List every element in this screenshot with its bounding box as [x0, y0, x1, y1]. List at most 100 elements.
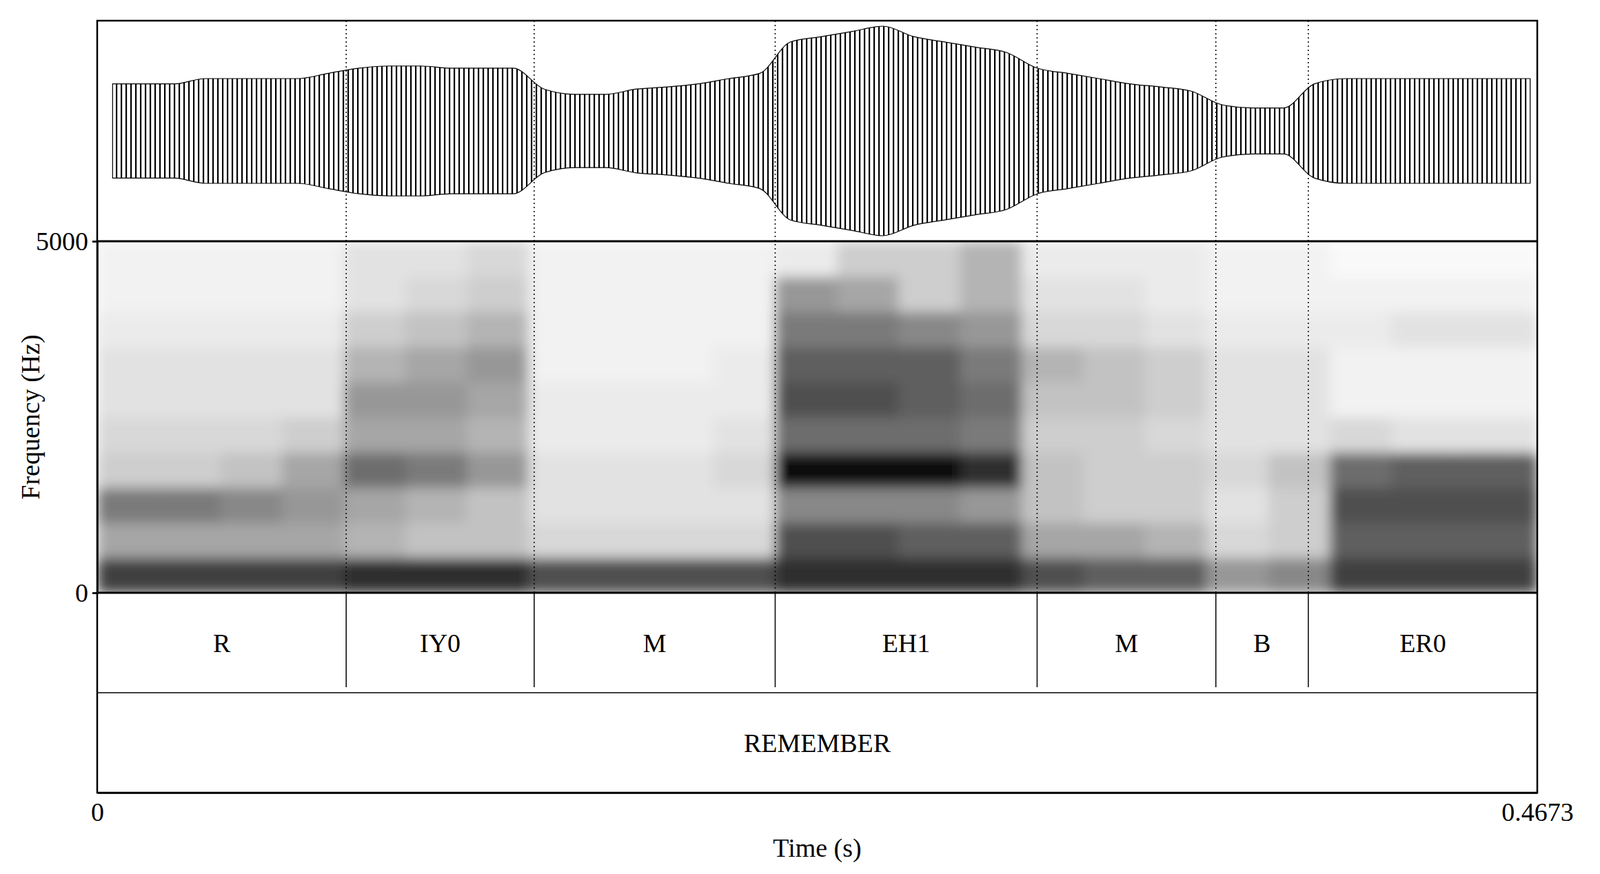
- spectrogram-cell: [1391, 241, 1454, 278]
- spectrogram-cell: [836, 346, 899, 383]
- spectrogram-cell: [713, 522, 776, 559]
- spectrogram-cell: [1391, 381, 1454, 418]
- spectrogram-cell: [1453, 276, 1516, 313]
- spectrogram-cell: [1329, 557, 1392, 593]
- y-tick-mark: [92, 592, 98, 595]
- spectrogram-cell: [774, 452, 837, 489]
- spectrogram-cell: [220, 346, 283, 383]
- boundary-dotted: [1307, 20, 1310, 593]
- spectrogram-cell: [1391, 522, 1454, 559]
- spectrogram-cell: [1268, 522, 1331, 559]
- spectrogram-cell: [960, 487, 1023, 524]
- spectrogram-cell: [1021, 452, 1084, 489]
- spectrogram-cell: [1206, 381, 1269, 418]
- spectrogram-cell: [898, 346, 961, 383]
- boundary-dotted: [774, 20, 777, 593]
- spectrogram-cell: [528, 241, 591, 278]
- spectrogram-cell: [158, 417, 221, 453]
- tier-boundary: [1307, 592, 1310, 688]
- spectrogram-cell: [158, 487, 221, 524]
- spectrogram-cell: [220, 311, 283, 348]
- spectrogram-cell: [405, 452, 468, 489]
- spectrogram-cell: [158, 346, 221, 383]
- spectrogram-cell: [281, 522, 344, 559]
- spectrogram-cell: [1391, 311, 1454, 348]
- spectrogram-cell: [1021, 487, 1084, 524]
- spectrogram-cell: [1453, 557, 1516, 593]
- spectrogram-cell: [960, 346, 1023, 383]
- spectrogram-cell: [343, 276, 407, 313]
- spectrogram-cell: [1329, 452, 1392, 489]
- spectrogram-cell: [220, 381, 283, 418]
- spectrogram-cell: [1206, 452, 1269, 489]
- spectrogram-cell: [590, 557, 653, 593]
- spectrogram-cell: [774, 487, 837, 524]
- spectrogram-cell: [1514, 311, 1538, 348]
- spectrogram-cell: [713, 417, 776, 453]
- spectrogram-cell: [281, 417, 344, 453]
- spectrogram-cell: [1145, 346, 1208, 383]
- spectrogram-cell: [1268, 487, 1331, 524]
- tier-interval: [346, 592, 535, 693]
- spectrogram-cell: [1268, 311, 1331, 348]
- tier-interval: [1216, 592, 1309, 693]
- spectrogram-cell: [405, 346, 468, 383]
- spectrogram-cell: [836, 241, 899, 278]
- spectrogram-cell: [1329, 346, 1392, 383]
- spectrogram-cell: [158, 522, 221, 559]
- tier-boundary: [345, 592, 347, 688]
- spectrogram-cell: [466, 557, 529, 593]
- spectrogram-cell: [281, 276, 344, 313]
- spectrogram-cell: [652, 311, 715, 348]
- spectrogram-cell: [1021, 241, 1084, 278]
- spectrogram-cell: [898, 452, 961, 489]
- spectrogram-cell: [590, 487, 653, 524]
- frame-divider: [97, 592, 1538, 595]
- spectrogram-cell: [528, 381, 591, 418]
- spectrogram-cell: [898, 276, 961, 313]
- spectrogram-cell: [1206, 522, 1269, 559]
- spectrogram-cell: [220, 241, 283, 278]
- boundary-dotted: [345, 20, 347, 593]
- y-tick-label: 5000: [35, 226, 89, 256]
- spectrogram-cell: [1329, 276, 1392, 313]
- spectrogram-cell: [281, 487, 344, 524]
- spectrogram-cell: [1206, 241, 1269, 278]
- spectrogram-cell: [836, 276, 899, 313]
- spectrogram-cell: [774, 557, 837, 593]
- x-tick-label: 0: [90, 797, 105, 827]
- spectrogram-cell: [1021, 522, 1084, 559]
- spectrogram-cell: [1083, 522, 1146, 559]
- spectrogram-cell: [97, 417, 160, 453]
- spectrogram-cell: [1145, 487, 1208, 524]
- x-axis-title: Time (s): [772, 833, 862, 864]
- spectrogram-cell: [1453, 417, 1516, 453]
- spectrogram-cell: [220, 522, 283, 559]
- spectrogram-cell: [528, 311, 591, 348]
- spectrogram-cell: [713, 557, 776, 593]
- spectrogram-cell: [1083, 557, 1146, 593]
- waveform-envelope: [112, 26, 1530, 236]
- spectrogram-cell: [281, 311, 344, 348]
- tier-label: M: [643, 628, 667, 658]
- spectrogram-cell: [652, 381, 715, 418]
- tier-interval: [97, 592, 347, 693]
- spectrogram-cell: [836, 311, 899, 348]
- spectrogram-cell: [652, 241, 715, 278]
- spectrogram-cell: [774, 346, 837, 383]
- spectrogram-cell: [1514, 346, 1538, 383]
- spectrogram-cell: [281, 557, 344, 593]
- tier-interval: [97, 692, 1538, 793]
- spectrogram-cell: [1083, 417, 1146, 453]
- spectrogram-cell: [343, 557, 407, 593]
- spectrogram-cell: [343, 417, 407, 453]
- spectrogram-cell: [97, 557, 160, 593]
- spectrogram-cell: [97, 487, 160, 524]
- y-axis: 05000: [35, 226, 98, 608]
- spectrogram-cell: [713, 487, 776, 524]
- spectrogram-cell: [652, 557, 715, 593]
- spectrogram-cell: [1083, 452, 1146, 489]
- spectrogram-cell: [1329, 522, 1392, 559]
- spectrogram-cell: [220, 487, 283, 524]
- spectrogram-cell: [97, 276, 160, 313]
